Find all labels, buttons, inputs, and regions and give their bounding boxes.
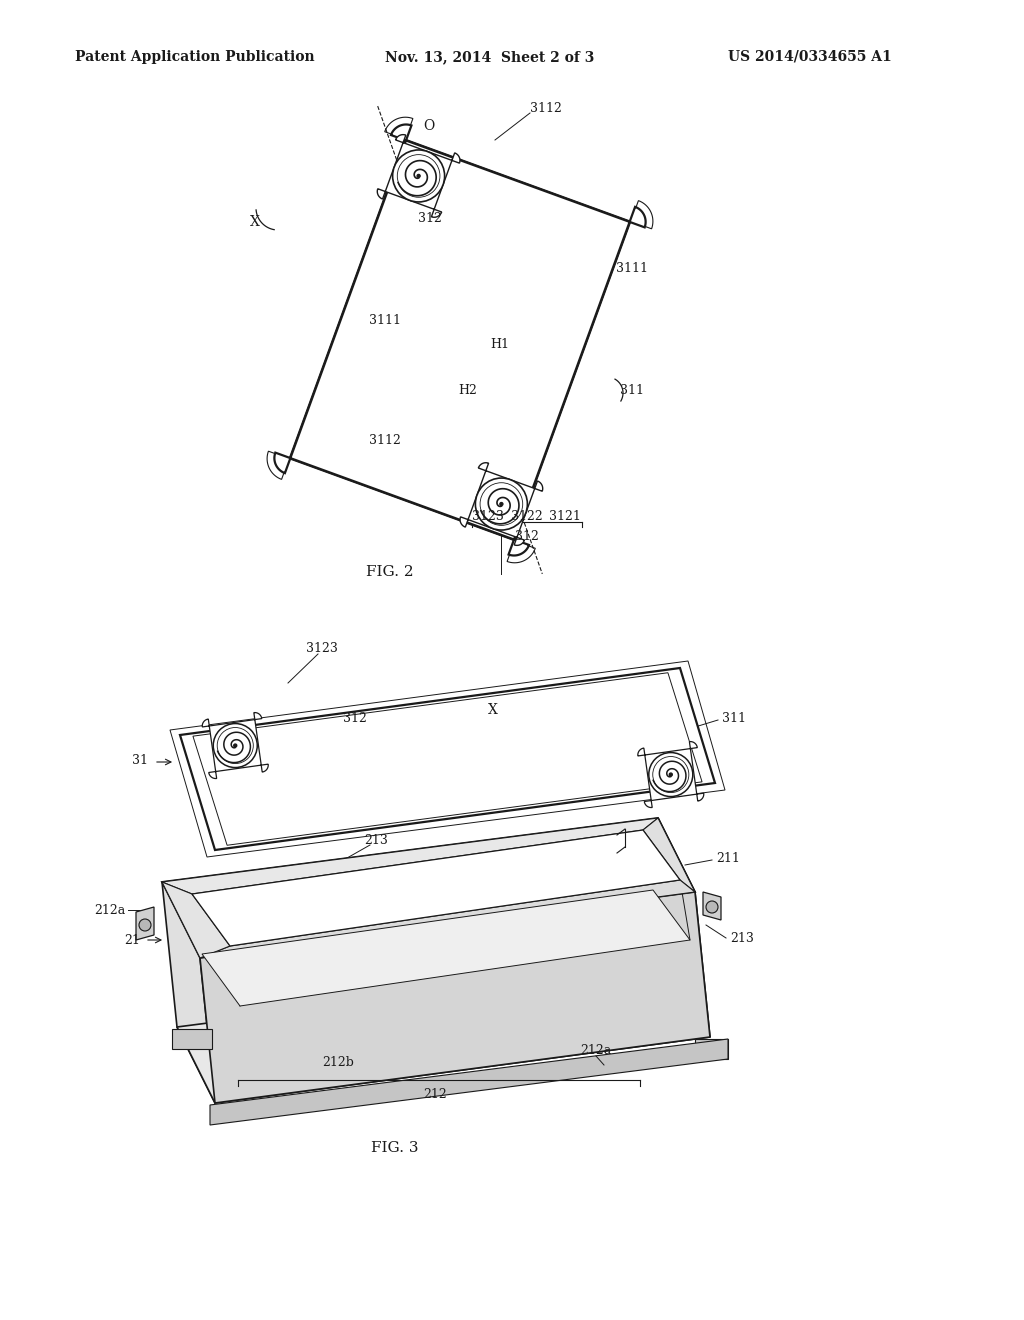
Polygon shape: [162, 818, 695, 958]
Polygon shape: [200, 892, 710, 1104]
Text: 212a: 212a: [94, 903, 125, 916]
Polygon shape: [162, 882, 215, 1104]
Text: Nov. 13, 2014  Sheet 2 of 3: Nov. 13, 2014 Sheet 2 of 3: [385, 50, 595, 63]
Text: 213: 213: [365, 833, 388, 846]
Polygon shape: [193, 830, 680, 946]
Circle shape: [417, 174, 420, 177]
Polygon shape: [162, 818, 658, 894]
Polygon shape: [162, 882, 230, 958]
Polygon shape: [695, 1039, 728, 1059]
Text: 311: 311: [620, 384, 644, 396]
Text: 3123: 3123: [472, 510, 504, 523]
Polygon shape: [180, 668, 715, 850]
Text: 31: 31: [132, 754, 148, 767]
Circle shape: [233, 744, 237, 747]
Text: 212b: 212b: [323, 1056, 354, 1068]
Text: 212: 212: [423, 1088, 446, 1101]
Polygon shape: [658, 818, 710, 1038]
Text: X: X: [250, 215, 260, 228]
Text: 212a: 212a: [581, 1044, 611, 1056]
Text: H2: H2: [459, 384, 477, 396]
Text: 311: 311: [722, 711, 746, 725]
Circle shape: [392, 150, 444, 202]
Polygon shape: [274, 124, 645, 556]
Polygon shape: [203, 713, 268, 779]
Text: H1: H1: [490, 338, 510, 351]
Polygon shape: [136, 907, 154, 940]
Text: 3111: 3111: [616, 261, 648, 275]
Text: O: O: [423, 119, 434, 133]
Text: 213: 213: [730, 932, 754, 945]
Polygon shape: [202, 890, 690, 1006]
Polygon shape: [460, 463, 543, 545]
Polygon shape: [172, 1030, 212, 1049]
Polygon shape: [703, 892, 721, 920]
Circle shape: [213, 723, 257, 767]
Polygon shape: [177, 964, 710, 1104]
Text: 3111: 3111: [369, 314, 401, 326]
Text: 312: 312: [343, 711, 367, 725]
Circle shape: [475, 478, 527, 531]
Text: 312: 312: [418, 211, 442, 224]
Text: 3112: 3112: [530, 102, 562, 115]
Circle shape: [649, 752, 693, 796]
Circle shape: [139, 919, 151, 931]
Text: 21: 21: [124, 933, 140, 946]
Polygon shape: [377, 135, 460, 218]
Text: 3122: 3122: [511, 510, 543, 523]
Text: Patent Application Publication: Patent Application Publication: [75, 50, 314, 63]
Text: X: X: [488, 704, 498, 717]
Text: 3123: 3123: [306, 642, 338, 655]
Text: 312: 312: [515, 529, 539, 543]
Polygon shape: [638, 742, 703, 808]
Circle shape: [670, 774, 673, 776]
Text: 211: 211: [716, 851, 740, 865]
Text: 3112: 3112: [369, 433, 401, 446]
Text: 3121: 3121: [549, 510, 581, 523]
Circle shape: [706, 902, 718, 913]
Text: US 2014/0334655 A1: US 2014/0334655 A1: [728, 50, 892, 63]
Polygon shape: [210, 1039, 728, 1125]
Polygon shape: [200, 880, 695, 958]
Circle shape: [500, 503, 503, 506]
Text: FIG. 3: FIG. 3: [372, 1140, 419, 1155]
Polygon shape: [643, 818, 695, 892]
Text: FIG. 2: FIG. 2: [367, 565, 414, 579]
